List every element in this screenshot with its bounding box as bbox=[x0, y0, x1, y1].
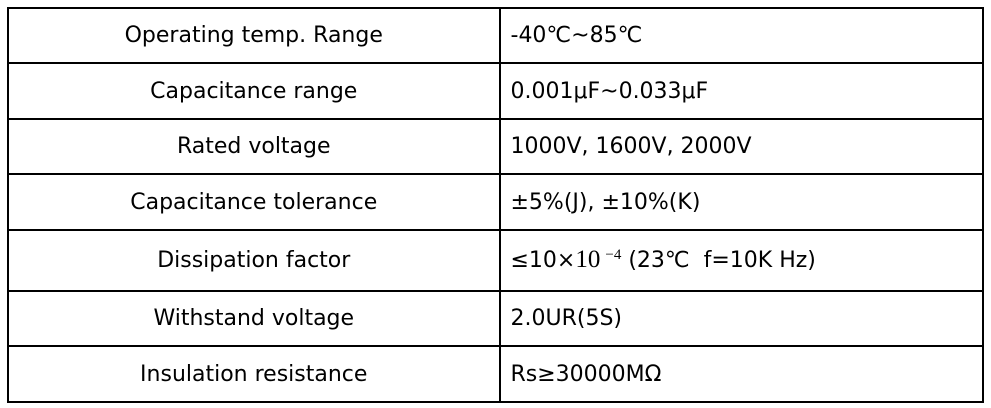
spec-table-body: Operating temp. Range -40℃~85℃ Capacitan… bbox=[7, 6, 984, 403]
spec-value-capacitance-range: 0.001μF~0.033μF bbox=[498, 62, 984, 120]
table-row-withstand-voltage: Withstand voltage 2.0UR(5S) bbox=[7, 290, 984, 348]
table-row-capacitance-tolerance: Capacitance tolerance ±5%(J), ±10%(K) bbox=[7, 173, 984, 231]
formula-base: 10 bbox=[575, 246, 601, 274]
spec-label-insulation-resistance: Insulation resistance bbox=[7, 345, 501, 403]
spec-label-rated-voltage: Rated voltage bbox=[7, 117, 501, 176]
table-row-operating-temp-range: Operating temp. Range -40℃~85℃ bbox=[7, 6, 984, 65]
spec-label-withstand-voltage: Withstand voltage bbox=[7, 290, 501, 348]
spec-value-withstand-voltage: 2.0UR(5S) bbox=[498, 290, 984, 348]
spec-value-dissipation-factor: ≤10×10 −4 (23℃ f=10K Hz) bbox=[498, 228, 984, 293]
spec-value-capacitance-tolerance: ±5%(J), ±10%(K) bbox=[498, 173, 984, 231]
table-row-dissipation-factor: Dissipation factor ≤10×10 −4 (23℃ f=10K H… bbox=[7, 228, 984, 293]
formula-suffix: (23℃ f=10K Hz) bbox=[621, 248, 816, 274]
spec-label-operating-temp-range: Operating temp. Range bbox=[7, 6, 501, 65]
spec-value-rated-voltage: 1000V, 1600V, 2000V bbox=[498, 117, 984, 176]
spec-value-insulation-resistance: Rs≥30000MΩ bbox=[498, 345, 984, 403]
formula-superscript: −4 bbox=[605, 247, 622, 264]
formula-prefix: ≤10× bbox=[510, 248, 576, 274]
table-row-insulation-resistance: Insulation resistance Rs≥30000MΩ bbox=[7, 345, 984, 403]
table-row-rated-voltage: Rated voltage 1000V, 1600V, 2000V bbox=[7, 117, 984, 176]
spec-label-dissipation-factor: Dissipation factor bbox=[7, 228, 501, 293]
spec-value-operating-temp-range: -40℃~85℃ bbox=[498, 6, 984, 65]
spec-label-capacitance-tolerance: Capacitance tolerance bbox=[7, 173, 501, 231]
spec-table: Operating temp. Range -40℃~85℃ Capacitan… bbox=[7, 6, 984, 403]
table-row-capacitance-range: Capacitance range 0.001μF~0.033μF bbox=[7, 62, 984, 120]
spec-label-capacitance-range: Capacitance range bbox=[7, 62, 501, 120]
